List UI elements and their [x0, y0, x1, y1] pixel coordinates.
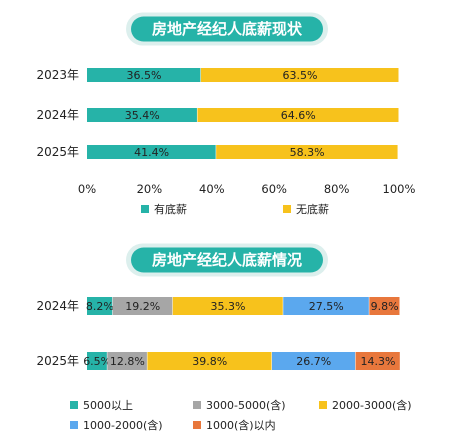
title-pill-background [131, 247, 323, 273]
bar-segment [355, 352, 401, 370]
bar-segment [271, 352, 356, 370]
category-label: 2024年 [36, 299, 79, 313]
bar-segment [283, 297, 370, 315]
chart-title-pill: 房地产经纪人底薪情况 [126, 243, 328, 277]
legend-label: 无底薪 [296, 202, 329, 216]
data-label: 12.8% [110, 355, 145, 368]
legend-label: 2000-3000(含) [332, 398, 412, 412]
legend-label: 有底薪 [154, 202, 187, 216]
legend-swatch [193, 421, 201, 429]
category-label: 2024年 [36, 108, 79, 122]
data-label: 8.2% [86, 300, 114, 313]
data-label: 35.3% [211, 300, 246, 313]
x-tick-label: 60% [261, 182, 287, 196]
x-tick-label: 40% [199, 182, 225, 196]
data-label: 14.3% [360, 355, 395, 368]
bar-segment [200, 68, 399, 82]
bar-segment [172, 297, 284, 315]
category-label: 2025年 [36, 145, 79, 159]
bar-segment [112, 297, 173, 315]
bar-segment [87, 145, 217, 159]
bar-segment [107, 352, 148, 370]
legend-swatch [141, 205, 149, 213]
bar-segment [87, 297, 113, 315]
legend-label: 1000-2000(含) [83, 418, 163, 432]
legend-label: 1000(含)以内 [206, 418, 276, 432]
data-label: 36.5% [126, 69, 161, 82]
bar-segment [147, 352, 272, 370]
data-label: 35.4% [125, 109, 160, 122]
data-label: 6.5% [83, 355, 111, 368]
title-pill-background [131, 16, 323, 42]
data-label: 19.2% [125, 300, 160, 313]
bar-segment [87, 108, 198, 122]
x-tick-label: 0% [78, 182, 96, 196]
bar-segment [87, 352, 108, 370]
legend-label: 5000以上 [83, 399, 133, 412]
legend-label: 3000-5000(含) [206, 398, 286, 412]
data-label: 27.5% [309, 300, 344, 313]
x-tick-label: 100% [383, 182, 416, 196]
chart-title: 房地产经纪人底薪现状 [152, 20, 303, 38]
legend-swatch [319, 401, 327, 409]
data-label: 58.3% [290, 146, 325, 159]
data-label: 9.8% [371, 300, 399, 313]
data-label: 39.8% [192, 355, 227, 368]
legend-swatch [193, 401, 201, 409]
bar-segment [369, 297, 400, 315]
data-label: 26.7% [296, 355, 331, 368]
bar-segment [197, 108, 399, 122]
data-label: 41.4% [134, 146, 169, 159]
legend-swatch [70, 401, 78, 409]
chart-title-pill: 房地产经纪人底薪现状 [126, 12, 328, 46]
x-tick-label: 20% [137, 182, 163, 196]
bar-segment [87, 68, 201, 82]
category-label: 2023年 [36, 68, 79, 82]
legend-swatch [283, 205, 291, 213]
data-label: 63.5% [282, 69, 317, 82]
bar-segment [216, 145, 399, 159]
chart-title: 房地产经纪人底薪情况 [152, 251, 302, 269]
legend-swatch [70, 421, 78, 429]
x-tick-label: 80% [324, 182, 350, 196]
data-label: 64.6% [281, 109, 316, 122]
category-label: 2025年 [36, 354, 79, 368]
